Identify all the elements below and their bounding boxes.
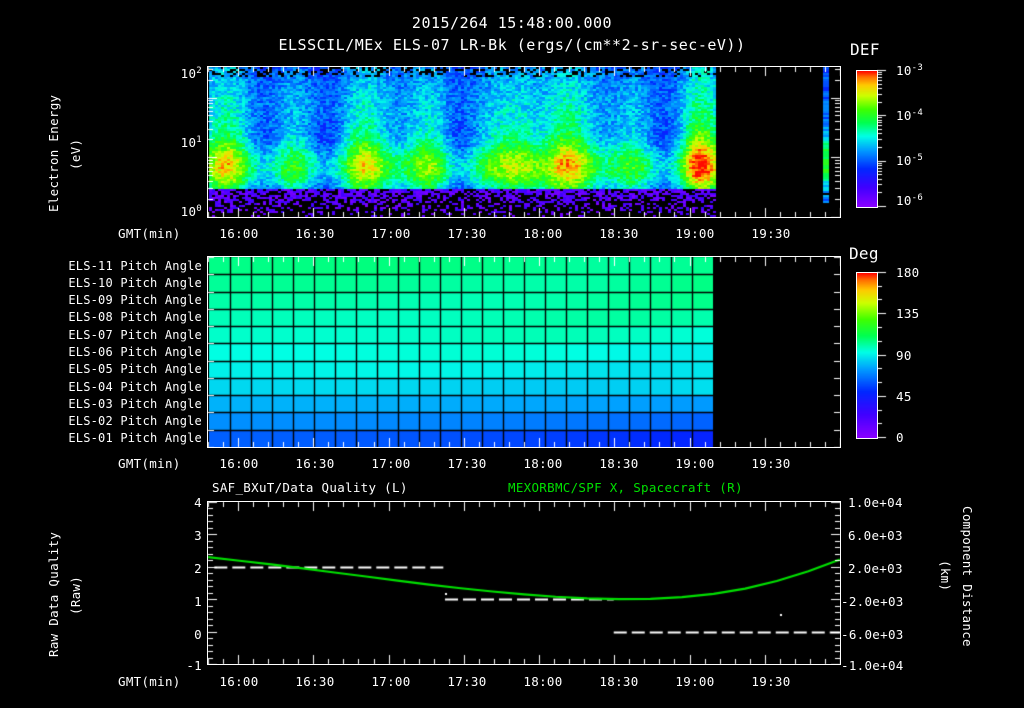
pitch-angle-row-label-5: ELS-05 Pitch Angle: [68, 362, 202, 377]
distance-ytick-2e3: 2.0e+03: [848, 561, 903, 576]
spectrogram-xtick-1: 16:30: [295, 226, 335, 241]
quality-ytick-0: 0: [194, 627, 202, 642]
pitch-angle-xtick-1: 16:30: [295, 456, 335, 471]
page-subtitle: ELSSCIL/MEx ELS-07 LR-Bk (ergs/(cm**2-sr…: [278, 36, 746, 54]
pitch-angle-ticks: [207, 256, 841, 448]
quality-ylabel-left: Raw Data Quality: [46, 531, 61, 657]
spectrogram-ylabel-unit: (eV): [68, 138, 83, 170]
spectrogram-xtick-5: 18:30: [599, 226, 639, 241]
spectrogram-ticks: [207, 66, 841, 218]
spectrogram-xtick-2: 17:00: [371, 226, 411, 241]
pitch-angle-xtick-7: 19:30: [751, 456, 791, 471]
pitch-angle-row-label-7: ELS-07 Pitch Angle: [68, 327, 202, 342]
spectrogram-xtick-3: 17:30: [447, 226, 487, 241]
pitch-angle-panel: [207, 256, 841, 448]
quality-xtick-0: 16:00: [219, 674, 259, 689]
deg-colorbar-tick-45: 45: [896, 389, 912, 404]
spectrogram-xtick-6: 19:00: [675, 226, 715, 241]
pitch-angle-row-label-4: ELS-04 Pitch Angle: [68, 379, 202, 394]
deg-colorbar-ticks: [877, 270, 891, 439]
pitch-angle-row-label-8: ELS-08 Pitch Angle: [68, 310, 202, 325]
pitch-angle-row-label-2: ELS-02 Pitch Angle: [68, 414, 202, 429]
quality-xtick-2: 17:00: [371, 674, 411, 689]
pitch-angle-xtick-4: 18:00: [523, 456, 563, 471]
distance-ytick-6e3: 6.0e+03: [848, 528, 903, 543]
spectrogram-ytick-1e2: 102: [180, 66, 202, 82]
spectrogram-xtick-0: 16:00: [219, 226, 259, 241]
distance-ylabel-right: Component Distance: [960, 506, 975, 647]
distance-ytick-1e4: 1.0e+04: [848, 495, 903, 510]
quality-ytick-minus1: -1: [186, 658, 202, 673]
distance-ylabel-right-unit: (km): [938, 560, 953, 592]
deg-colorbar-tick-0: 0: [896, 430, 904, 445]
def-colorbar-ticks: [877, 68, 891, 208]
page-title: 2015/264 15:48:00.000: [411, 14, 613, 32]
spectrogram-xtick-4: 18:00: [523, 226, 563, 241]
quality-panel: [207, 501, 841, 665]
quality-xtick-5: 18:30: [599, 674, 639, 689]
pitch-angle-row-label-11: ELS-11 Pitch Angle: [68, 258, 202, 273]
distance-ytick-m1e4: -1.0e+04: [841, 658, 904, 673]
quality-ytick-1: 1: [194, 594, 202, 609]
quality-panel-title-right: MEXORBMC/SPF X, Spacecraft (R): [508, 480, 743, 495]
quality-ytick-3: 3: [194, 528, 202, 543]
quality-xtick-4: 18:00: [523, 674, 563, 689]
distance-ytick-m2e3: -2.0e+03: [841, 594, 904, 609]
pitch-angle-xtick-0: 16:00: [219, 456, 259, 471]
pitch-angle-xtick-5: 18:30: [599, 456, 639, 471]
pitch-angle-row-label-6: ELS-06 Pitch Angle: [68, 345, 202, 359]
pitch-angle-xtick-6: 19:00: [675, 456, 715, 471]
quality-ylabel-left-unit: (Raw): [68, 575, 83, 615]
spectrogram-ytick-1e0: 100: [180, 204, 202, 220]
spectrogram-ytick-1e1: 101: [180, 135, 202, 151]
quality-ytick-2: 2: [194, 561, 202, 576]
def-colorbar-tick-1e-6: 10-6: [896, 193, 924, 209]
def-colorbar-tick-1e-3: 10-3: [896, 63, 924, 79]
pitch-angle-row-label-9: ELS-09 Pitch Angle: [68, 293, 202, 308]
spectrogram-panel: [207, 66, 841, 218]
def-colorbar-tick-1e-4: 10-4: [896, 108, 924, 124]
quality-ticks: [207, 501, 841, 665]
pitch-angle-row-label-10: ELS-10 Pitch Angle: [68, 275, 202, 290]
deg-colorbar-label: Deg: [849, 244, 879, 263]
quality-xlabel: GMT(min): [118, 674, 181, 689]
deg-colorbar-tick-180: 180: [896, 265, 920, 280]
deg-colorbar-tick-135: 135: [896, 306, 920, 321]
def-colorbar: [856, 70, 878, 208]
quality-ytick-4: 4: [194, 495, 202, 510]
def-colorbar-tick-1e-5: 10-5: [896, 153, 924, 169]
quality-panel-title-left: SAF_BXuT/Data Quality (L): [212, 480, 408, 495]
pitch-angle-xlabel: GMT(min): [118, 456, 181, 471]
def-colorbar-label: DEF: [850, 40, 880, 59]
spectrogram-ylabel: Electron Energy: [46, 94, 61, 212]
pitch-angle-xtick-2: 17:00: [371, 456, 411, 471]
deg-colorbar: [856, 272, 878, 439]
pitch-angle-row-label-1: ELS-01 Pitch Angle: [68, 431, 202, 446]
pitch-angle-xtick-3: 17:30: [447, 456, 487, 471]
quality-xtick-3: 17:30: [447, 674, 487, 689]
quality-xtick-6: 19:00: [675, 674, 715, 689]
quality-xtick-7: 19:30: [751, 674, 791, 689]
distance-ytick-m6e3: -6.0e+03: [841, 627, 904, 642]
deg-colorbar-tick-90: 90: [896, 348, 912, 363]
spectrogram-xtick-7: 19:30: [751, 226, 791, 241]
quality-xtick-1: 16:30: [295, 674, 335, 689]
spectrogram-xlabel: GMT(min): [118, 226, 181, 241]
pitch-angle-row-label-3: ELS-03 Pitch Angle: [68, 396, 202, 411]
